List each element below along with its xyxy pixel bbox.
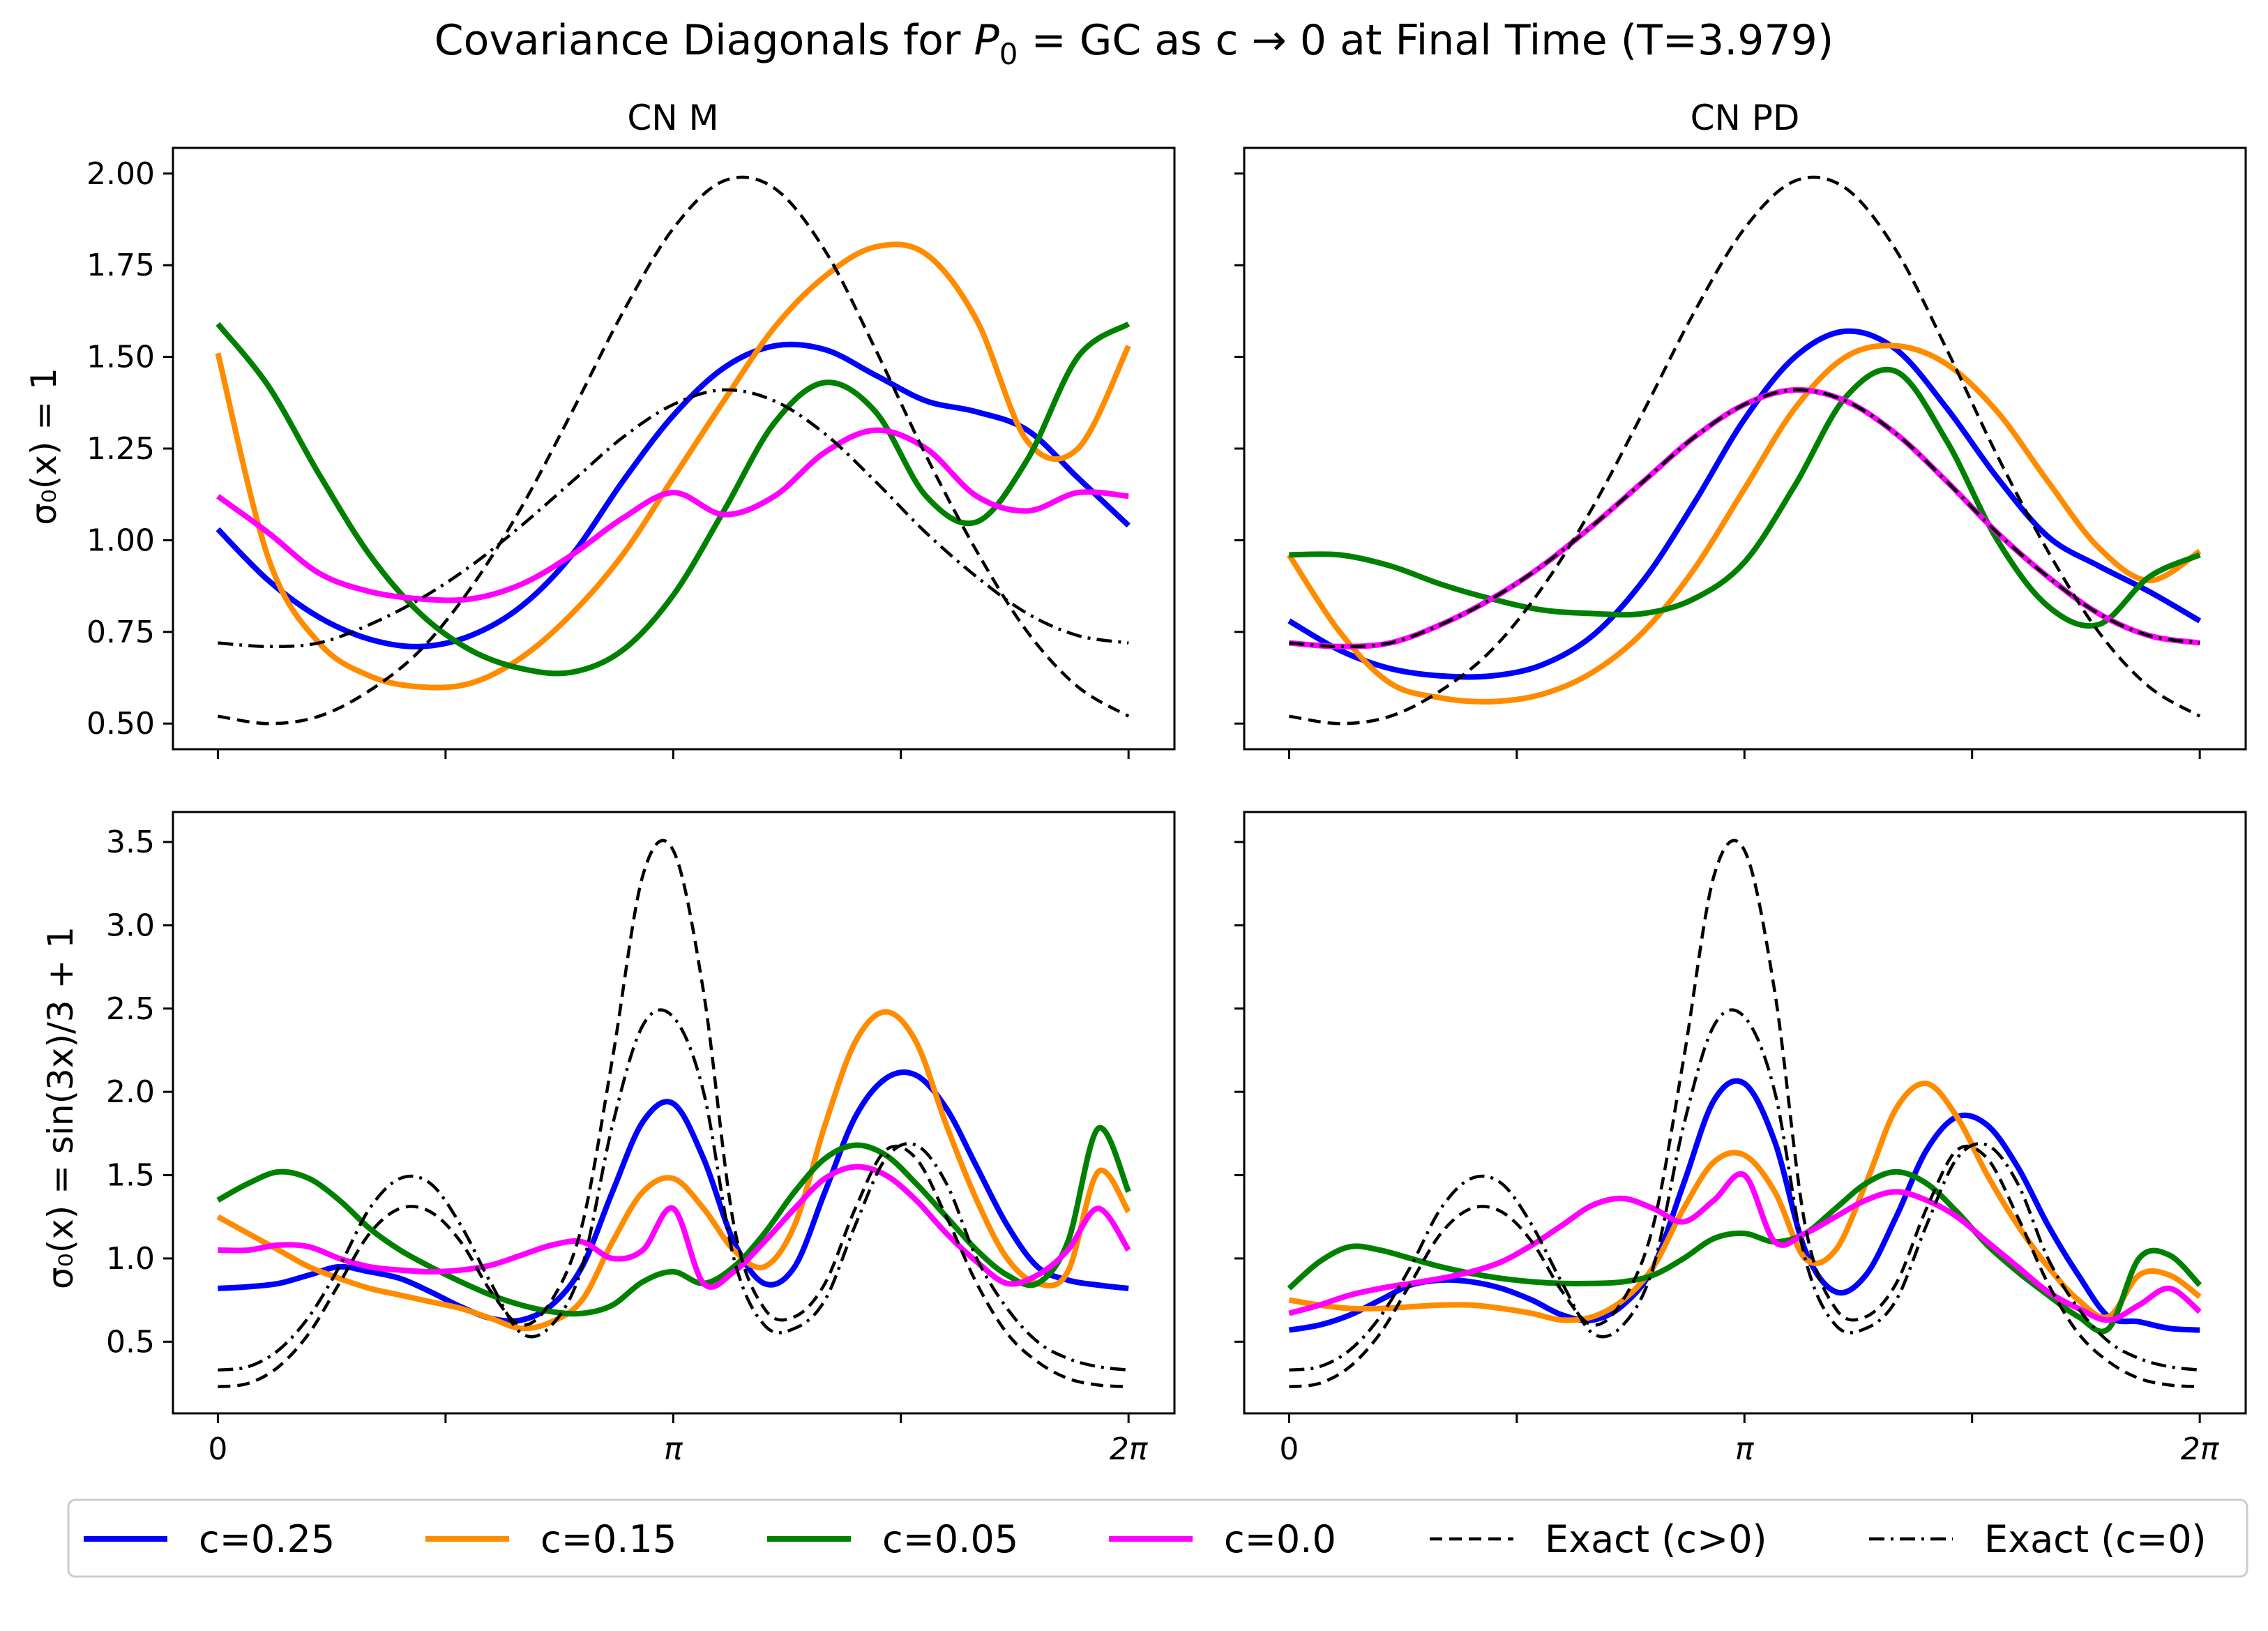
- x-tick-label: π: [1735, 1431, 1755, 1467]
- legend-label-c-0-25: c=0.25: [199, 1517, 335, 1561]
- panel-frame: [172, 146, 1176, 751]
- y-tick-label: 1.50: [86, 340, 155, 375]
- series-line-c-0-15: [1288, 1081, 2202, 1323]
- legend-label-c-0-05: c=0.05: [882, 1517, 1018, 1561]
- series-line-c-0-25: [218, 1069, 1129, 1324]
- y-tick-label: 3.5: [106, 825, 155, 860]
- x-tick-label: 2π: [2181, 1431, 2220, 1467]
- panel-ticks: [1234, 172, 2201, 759]
- panel-cn-m-constant: 0.50 0.75 1.00 1.25 1.50 1.75 2.00: [86, 146, 1176, 759]
- x-tick-label: 0: [1279, 1431, 1299, 1467]
- y-tick-label: 0.5: [106, 1324, 155, 1360]
- series-line-c-0-15: [216, 1009, 1131, 1332]
- x-tick-label: π: [664, 1431, 683, 1467]
- x-tick-label: 2π: [1110, 1431, 1149, 1467]
- panel-lines: [216, 839, 1131, 1389]
- panel-lines: [215, 175, 1131, 726]
- panel-ticks: 0.50 0.75 1.00 1.25 1.50 1.75 2.00: [86, 156, 1130, 759]
- panel-frame: [1243, 146, 2247, 751]
- series-line-c-0-05: [216, 321, 1131, 677]
- series-line-exact-c-0: [1289, 388, 2200, 649]
- legend: c=0.25 c=0.15 c=0.05 c=0.0 Exact (c>0) Exact …: [67, 1498, 2248, 1578]
- series-line-c-0-0: [216, 427, 1129, 603]
- y-tick-label: 1.25: [86, 431, 155, 467]
- series-line-c-0-25: [1288, 1078, 2200, 1333]
- y-tick-label: 2.5: [106, 991, 155, 1027]
- panel-cn-m-sine: 0 π 2π 0.5 1.0 1.5 2.0 2.5 3.0 3.5: [106, 811, 1176, 1467]
- series-line-exact-c-0: [1289, 1008, 2200, 1372]
- panel-ticks: 0 π 2π: [1234, 841, 2220, 1467]
- series-line-c-0-05: [216, 1125, 1131, 1317]
- panel-lines: [1287, 839, 2202, 1389]
- series-line-exact-c-0: [218, 839, 1129, 1389]
- panel-cn-pd-constant: [1234, 146, 2247, 759]
- series-line-c-0-25: [216, 341, 1131, 649]
- panel-ticks: 0 π 2π 0.5 1.0 1.5 2.0 2.5 3.0 3.5: [106, 825, 1149, 1467]
- series-line-exact-c-0: [1289, 839, 2200, 1389]
- y-tick-label: 0.50: [86, 706, 155, 742]
- panel-cn-pd-sine: 0 π 2π: [1234, 811, 2247, 1467]
- x-tick-label: 0: [208, 1431, 227, 1467]
- row-label-bottom: σ₀(x) = sin(3x)/3 + 1: [40, 926, 81, 1289]
- legend-label-exact-c-0: Exact (c=0): [1984, 1517, 2207, 1561]
- panel-lines: [1287, 175, 2202, 726]
- series-line-exact-c-0: [218, 388, 1129, 649]
- series-line-c-0-0: [1288, 1171, 2202, 1323]
- y-tick-label: 1.00: [86, 523, 155, 558]
- panel-frame: [172, 811, 1176, 1415]
- legend-label-c-0-15: c=0.15: [540, 1517, 676, 1561]
- panel-title-cn-m: CN M: [627, 98, 718, 138]
- series-line-exact-c-0: [218, 175, 1130, 726]
- series-line-c-0-15: [1287, 343, 2202, 705]
- series-line-exact-c-0: [1289, 175, 2201, 726]
- legend-label-exact-c-0: Exact (c>0): [1545, 1517, 1767, 1561]
- y-tick-label: 2.00: [86, 156, 155, 192]
- panel-frame: [1243, 811, 2247, 1415]
- row-label-top: σ₀(x) = 1: [24, 368, 64, 525]
- series-line-c-0-05: [1289, 366, 2201, 629]
- series-line-c-0-25: [1287, 328, 2202, 680]
- series-line-c-0-05: [1287, 1168, 2202, 1335]
- series-line-c-0-15: [215, 241, 1131, 691]
- y-tick-label: 3.0: [106, 908, 155, 943]
- y-tick-label: 0.75: [86, 615, 155, 650]
- y-tick-label: 1.75: [86, 248, 155, 283]
- series-line-exact-c-0: [218, 1008, 1129, 1372]
- panel-title-cn-pd: CN PD: [1691, 98, 1800, 138]
- y-tick-label: 2.0: [106, 1074, 155, 1110]
- figure-title: Covariance Diagonals for P0 = GC as c → …: [434, 16, 1834, 71]
- y-tick-label: 1.5: [106, 1158, 155, 1194]
- legend-label-c-0-0: c=0.0: [1224, 1517, 1336, 1561]
- y-tick-label: 1.0: [106, 1241, 155, 1277]
